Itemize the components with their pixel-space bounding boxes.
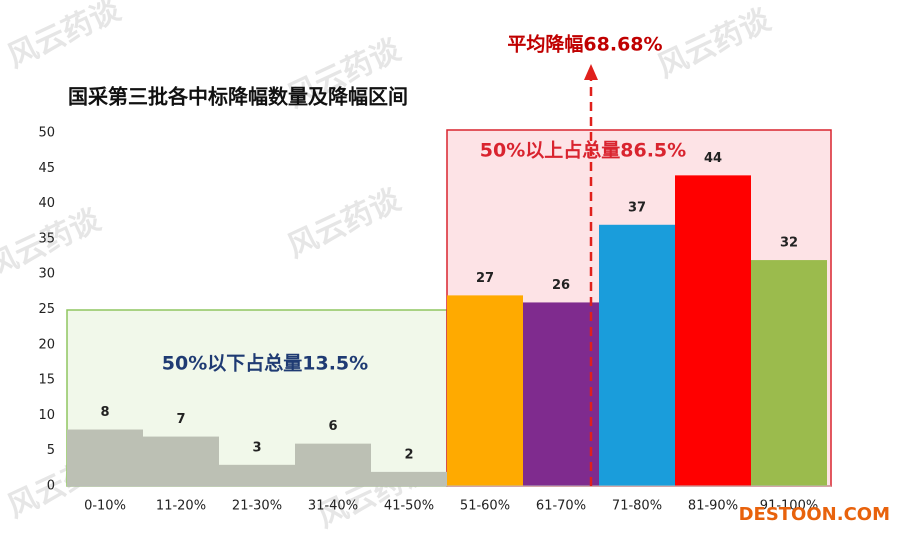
y-tick-label: 35 — [38, 231, 55, 246]
y-tick-label: 20 — [38, 337, 55, 352]
value-label: 3 — [252, 440, 261, 455]
x-tick-label: 31-40% — [308, 499, 358, 514]
x-tick-label: 91-100% — [760, 499, 818, 514]
bar — [67, 429, 143, 486]
bar — [599, 224, 675, 486]
watermark: 风云药谈 — [652, 2, 776, 85]
x-tick-label: 51-60% — [460, 499, 510, 514]
value-label: 27 — [476, 271, 494, 286]
x-tick-label: 81-90% — [688, 499, 738, 514]
bar — [751, 260, 827, 486]
y-tick-label: 10 — [38, 408, 55, 423]
bar — [675, 175, 751, 487]
y-tick-label: 45 — [38, 161, 55, 176]
value-label: 37 — [628, 200, 646, 215]
x-tick-label: 21-30% — [232, 499, 282, 514]
bar — [371, 471, 447, 486]
average-label: 平均降幅68.68% — [507, 33, 662, 56]
value-label: 26 — [552, 278, 570, 293]
high-range-label: 50%以上占总量86.5% — [480, 139, 686, 162]
x-tick-label: 71-80% — [612, 499, 662, 514]
watermark: 风云药谈 — [282, 182, 406, 265]
x-tick-label: 0-10% — [84, 499, 126, 514]
y-tick-label: 30 — [38, 267, 55, 282]
y-tick-label: 25 — [38, 302, 55, 317]
value-label: 8 — [100, 405, 109, 420]
value-label: 44 — [704, 151, 722, 166]
annotations: 平均降幅68.68% 50%以下占总量13.5% 50%以上占总量86.5% D… — [67, 33, 890, 525]
plot: 0 5 10 15 20 25 30 35 40 45 50 0-10% 8 11-20% 7 21-30% 3… — [38, 126, 827, 514]
y-tick-label: 50 — [38, 126, 55, 141]
logo: DESTOON.COM — [739, 504, 890, 525]
x-tick-label: 11-20% — [156, 499, 206, 514]
chart-title: 国采第三批各中标降幅数量及降幅区间 — [68, 85, 408, 109]
y-tick-label: 40 — [38, 196, 55, 211]
bar — [295, 443, 371, 486]
low-range-label: 50%以下占总量13.5% — [162, 352, 368, 375]
watermark: 风云药谈 — [2, 0, 126, 75]
bar — [447, 295, 523, 486]
value-label: 2 — [404, 447, 413, 462]
bar — [219, 464, 295, 486]
arrow-head — [584, 64, 598, 80]
y-tick-label: 0 — [47, 479, 55, 494]
value-label: 6 — [328, 419, 337, 434]
y-tick-label: 5 — [47, 443, 55, 458]
x-tick-label: 61-70% — [536, 499, 586, 514]
value-label: 32 — [780, 236, 798, 251]
bar — [143, 436, 219, 486]
x-tick-label: 41-50% — [384, 499, 434, 514]
bar — [523, 302, 599, 486]
value-label: 7 — [176, 412, 185, 427]
y-tick-label: 15 — [38, 373, 55, 388]
